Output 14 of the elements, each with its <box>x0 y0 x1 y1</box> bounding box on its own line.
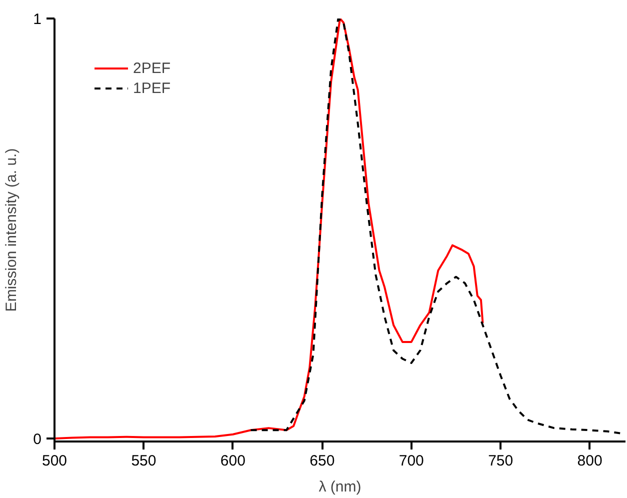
x-tick-label: 800 <box>577 452 602 470</box>
x-tick-label: 600 <box>220 452 246 470</box>
x-axis-title: λ (nm) <box>318 478 362 496</box>
y-axis-title: Emission intensity (a. u.) <box>3 148 20 312</box>
x-tick-label: 500 <box>42 452 68 470</box>
y-tick-label: 0 <box>33 431 42 448</box>
y-tick-label: 1 <box>33 11 42 28</box>
legend-label: 1PEF <box>133 80 171 96</box>
x-tick-label: 650 <box>310 452 335 470</box>
x-tick-label: 550 <box>131 452 156 470</box>
line-series <box>250 18 623 435</box>
legend-label: 2PEF <box>133 60 171 76</box>
x-tick-label: 750 <box>488 452 514 470</box>
x-tick-label: 700 <box>398 452 424 470</box>
